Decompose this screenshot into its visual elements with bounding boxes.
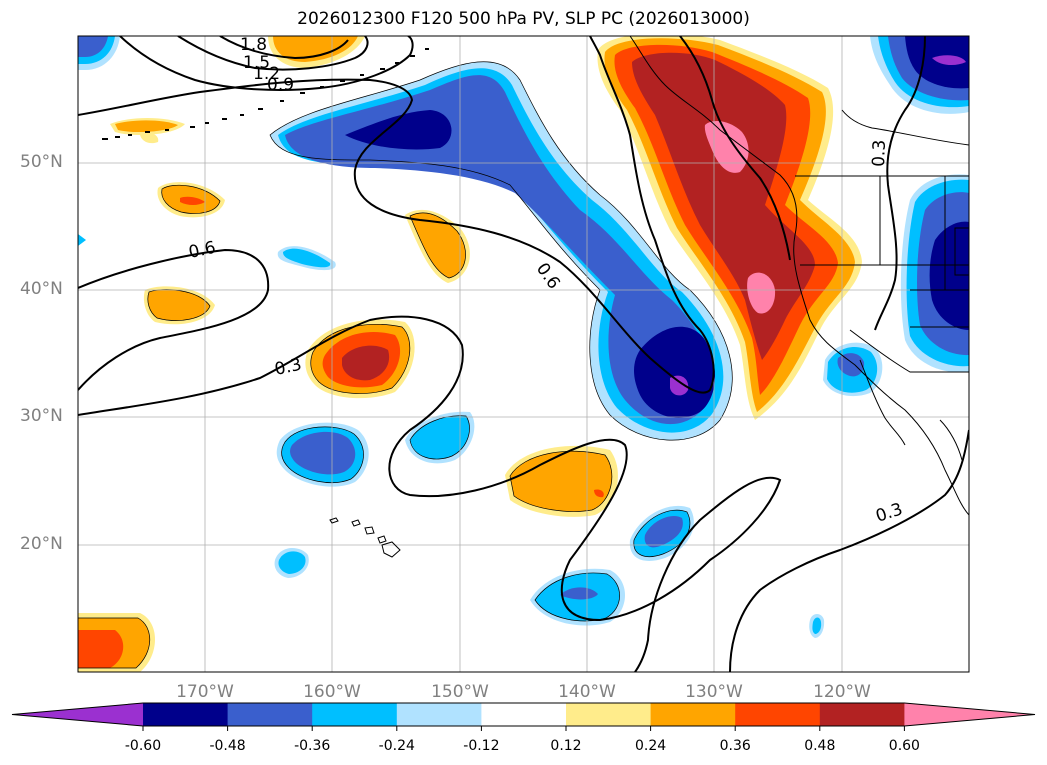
colorbar-tick-label: 0.60 — [888, 738, 920, 754]
aleutian-islands — [102, 48, 429, 140]
colorbar-tick-label: -0.12 — [463, 738, 500, 754]
map-title: 2026012300 F120 500 hPa PV, SLP PC (2026… — [297, 9, 750, 29]
colorbar-outline — [11, 702, 1036, 727]
hawaiian-islands — [329, 517, 401, 558]
lon-label-140w: 140°W — [558, 682, 616, 702]
contour-label: 1.8 — [240, 35, 267, 55]
contour-label: 0.9 — [267, 75, 294, 95]
map-gridlines — [78, 36, 969, 672]
colorbar-bin — [650, 703, 736, 726]
contour-label: 1.2 — [253, 64, 280, 84]
positive-pv-small-blobs — [78, 36, 618, 672]
colorbar-tick-label: 0.36 — [719, 738, 751, 754]
colorbar-tick-label: 0.12 — [550, 738, 582, 754]
colorbar-extend-min — [12, 703, 143, 726]
contour-label: 0.3 — [869, 139, 890, 167]
colorbar-bin — [312, 703, 398, 726]
positive-pv-ridge — [597, 36, 862, 420]
negative-pv-baja — [823, 342, 883, 397]
lon-label-130w: 130°W — [685, 682, 743, 702]
colorbar-bin — [396, 703, 482, 726]
negative-pv-interior-west — [900, 174, 969, 373]
lat-label-50n: 50°N — [20, 152, 63, 172]
colorbar-tick-label: 0.48 — [804, 738, 836, 754]
colorbar-tick-label: -0.36 — [294, 738, 331, 754]
coastlines — [629, 36, 969, 516]
negative-pv-trough — [269, 61, 733, 441]
colorbar-tick-label: -0.24 — [378, 738, 415, 754]
lon-label-170w: 170°W — [176, 682, 234, 702]
lat-label-30n: 30°N — [20, 406, 63, 426]
colorbar-bin — [481, 703, 567, 726]
colorbar-tick-label: -0.60 — [124, 738, 162, 754]
colorbar-bin — [143, 703, 229, 726]
colorbar-tick-label: 0.24 — [635, 738, 667, 754]
map-frame — [77, 35, 970, 673]
lat-label-40n: 40°N — [20, 279, 63, 299]
lon-label-150w: 150°W — [431, 682, 489, 702]
lon-label-120w: 120°W — [813, 682, 871, 702]
contour-label: 1.5 — [243, 53, 270, 73]
lat-label-20n: 20°N — [20, 534, 63, 554]
colorbar-bin — [735, 703, 821, 726]
slp-contours — [78, 36, 969, 672]
map-panel: 1.8 1.5 1.2 0.9 0.6 0.6 0.3 0.3 0.3 — [77, 35, 970, 673]
colorbar-bin — [566, 703, 652, 726]
colorbar-tick-label: -0.48 — [209, 738, 246, 754]
colorbar-bin — [819, 703, 905, 726]
negative-pv-small-blobs — [78, 36, 825, 638]
lon-label-160w: 160°W — [303, 682, 361, 702]
colorbar-extend-max — [904, 703, 1035, 726]
colorbar-bin — [227, 703, 313, 726]
